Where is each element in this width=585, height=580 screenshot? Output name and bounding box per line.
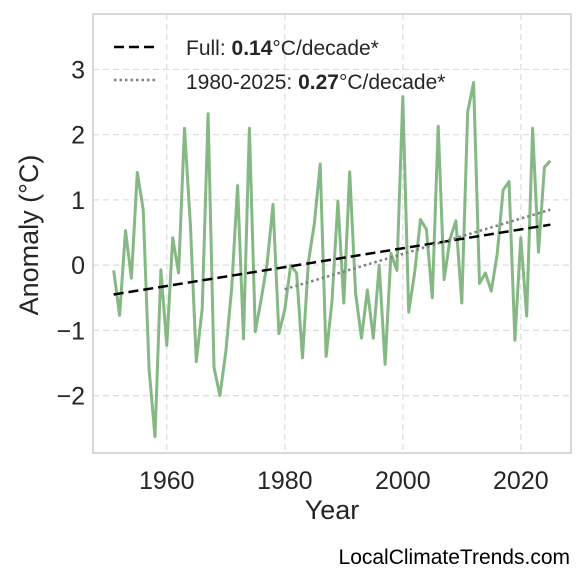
x-axis-ticks: 1960 1980 2000 2020: [139, 467, 549, 495]
y-axis-ticks: −2 −1 0 1 2 3: [56, 56, 85, 410]
y-tick-label: −2: [56, 383, 85, 411]
recent-trend-line: [284, 208, 551, 291]
y-tick-label: −1: [56, 317, 85, 345]
plot-frame: [92, 13, 572, 454]
anomaly-line: [112, 81, 552, 439]
y-tick-label: 0: [71, 252, 85, 280]
x-tick-label: 1960: [139, 467, 195, 495]
y-tick-label: 1: [71, 187, 85, 215]
y-axis-label: Anomaly (°C): [14, 155, 44, 316]
grid: [93, 14, 571, 453]
legend-entry-full: Full: 0.14°C/decade*: [186, 37, 379, 60]
x-axis-label: Year: [305, 495, 360, 525]
y-tick-label: 3: [71, 56, 85, 84]
y-tick-label: 2: [71, 122, 85, 150]
x-tick-label: 1980: [257, 467, 313, 495]
x-tick-label: 2000: [375, 467, 431, 495]
full-trend-line: [113, 223, 551, 296]
legend-entry-recent: 1980-2025: 0.27°C/decade*: [186, 71, 445, 94]
x-tick-label: 2020: [493, 467, 549, 495]
plot-area: [112, 81, 552, 439]
legend: Full: 0.14°C/decade* 1980-2025: 0.27°C/d…: [114, 37, 445, 94]
source-credit: LocalClimateTrends.com: [338, 546, 570, 569]
